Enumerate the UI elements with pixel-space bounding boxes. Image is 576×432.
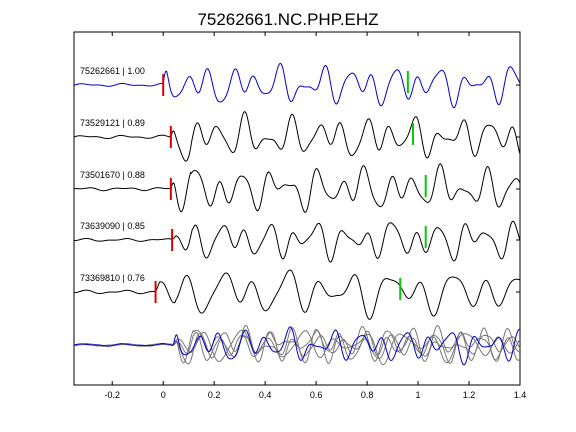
trace-line-2 (73, 110, 521, 162)
trace-label-2: 73529121 | 0.89 (80, 118, 145, 128)
x-tick-label-5: 0.6 (310, 390, 323, 400)
stack-trace-5 (73, 329, 521, 366)
x-tick-label-4: 0.4 (259, 390, 272, 400)
x-tick-label-3: 0.2 (208, 390, 221, 400)
x-tick-label-2: 0 (161, 390, 166, 400)
x-tick-label-9: 1.4 (514, 390, 527, 400)
trace-line-1 (73, 62, 521, 109)
x-tick-label-8: 1.2 (463, 390, 476, 400)
trace-line-3 (73, 163, 521, 213)
labels-layer: 75262661 | 1.00 73529121 | 0.89 73501670 |… (80, 66, 145, 283)
x-axis: -0.2 0 0.2 0.4 0.6 0.8 1 1.2 1.4 (104, 32, 526, 400)
stack-trace-1 (73, 326, 521, 366)
traces-layer (73, 62, 521, 320)
x-tick-label-7: 1 (416, 390, 421, 400)
trace-line-4 (73, 220, 521, 263)
trace-label-5: 73369810 | 0.76 (80, 273, 145, 283)
trace-line-5 (73, 269, 521, 320)
plot-frame (73, 31, 521, 386)
x-tick-label-6: 0.8 (361, 390, 374, 400)
trace-label-3: 73501670 | 0.88 (80, 170, 145, 180)
picks-layer (154, 71, 427, 303)
trace-label-4: 73639090 | 0.85 (80, 221, 145, 231)
trace-label-1: 75262661 | 1.00 (80, 66, 145, 76)
x-tick-label-1: -0.2 (104, 390, 120, 400)
stack-layer (73, 324, 521, 366)
chart-title: 75262661.NC.PHP.EHZ (197, 10, 378, 29)
